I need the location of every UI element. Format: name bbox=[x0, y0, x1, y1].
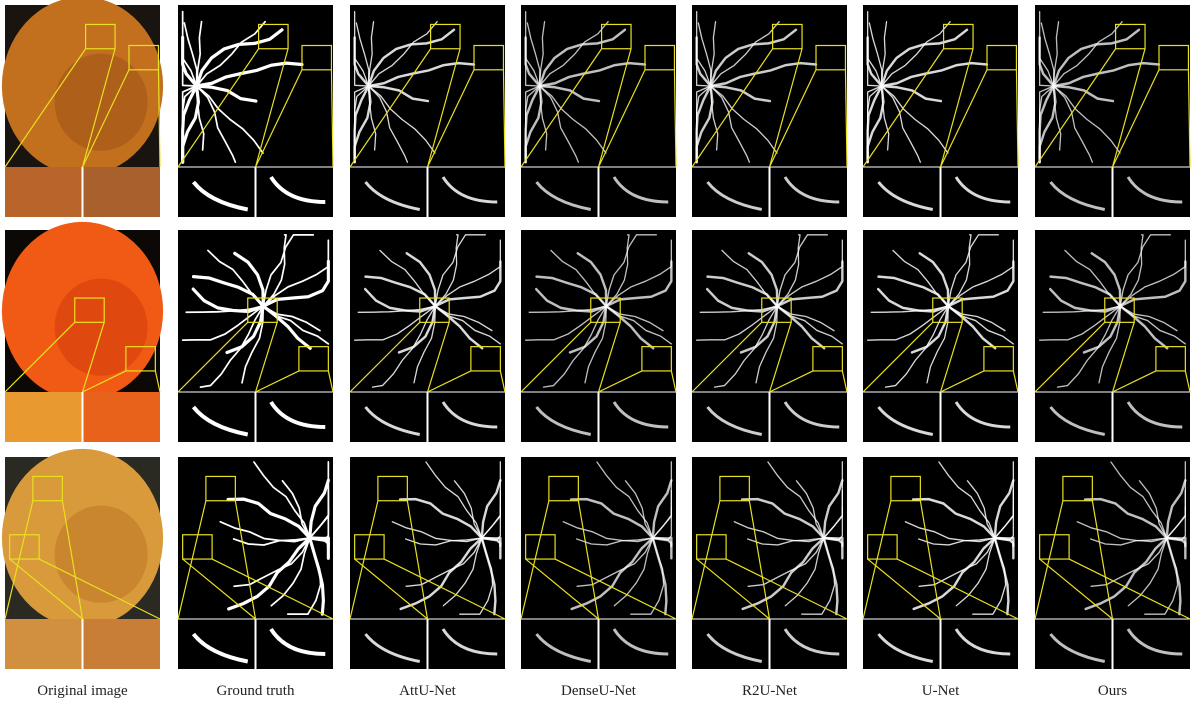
image-panel bbox=[2, 0, 163, 217]
image-panel bbox=[350, 457, 505, 669]
figure: Original image Ground truth AttU-Net DenseU… bbox=[0, 0, 1194, 708]
image-panel bbox=[521, 5, 676, 217]
image-panel bbox=[178, 457, 333, 669]
image-panel bbox=[2, 222, 163, 442]
image-panel bbox=[521, 457, 676, 669]
zoom-right bbox=[83, 619, 161, 669]
image-panel bbox=[350, 230, 505, 442]
image-panel bbox=[521, 230, 676, 442]
image-panel bbox=[863, 230, 1018, 442]
image-panel bbox=[2, 449, 163, 669]
column-label: Ours bbox=[1098, 683, 1127, 699]
image-panel bbox=[692, 230, 847, 442]
zoom-right bbox=[83, 167, 161, 217]
column-label: DenseU-Net bbox=[561, 683, 637, 699]
fundus-shade bbox=[55, 506, 148, 603]
column-label: Ground truth bbox=[217, 683, 295, 699]
zoom-left bbox=[5, 392, 83, 442]
zoom-left bbox=[5, 167, 83, 217]
column-label: AttU-Net bbox=[399, 683, 456, 699]
image-panel bbox=[1035, 230, 1190, 442]
column-label: U-Net bbox=[922, 683, 960, 699]
image-panel bbox=[1035, 457, 1190, 669]
image-panel bbox=[178, 5, 333, 217]
column-label: R2U-Net bbox=[742, 683, 798, 699]
zoom-left bbox=[5, 619, 83, 669]
image-panel bbox=[863, 5, 1018, 217]
image-panel bbox=[178, 230, 333, 442]
zoom-right bbox=[83, 392, 161, 442]
column-label: Original image bbox=[37, 683, 128, 699]
image-panel bbox=[692, 5, 847, 217]
image-panel bbox=[350, 5, 505, 217]
image-panel bbox=[692, 457, 847, 669]
fundus-shade bbox=[55, 279, 148, 376]
image-panel bbox=[863, 457, 1018, 669]
image-panel bbox=[1035, 5, 1190, 217]
fundus-shade bbox=[55, 54, 148, 151]
